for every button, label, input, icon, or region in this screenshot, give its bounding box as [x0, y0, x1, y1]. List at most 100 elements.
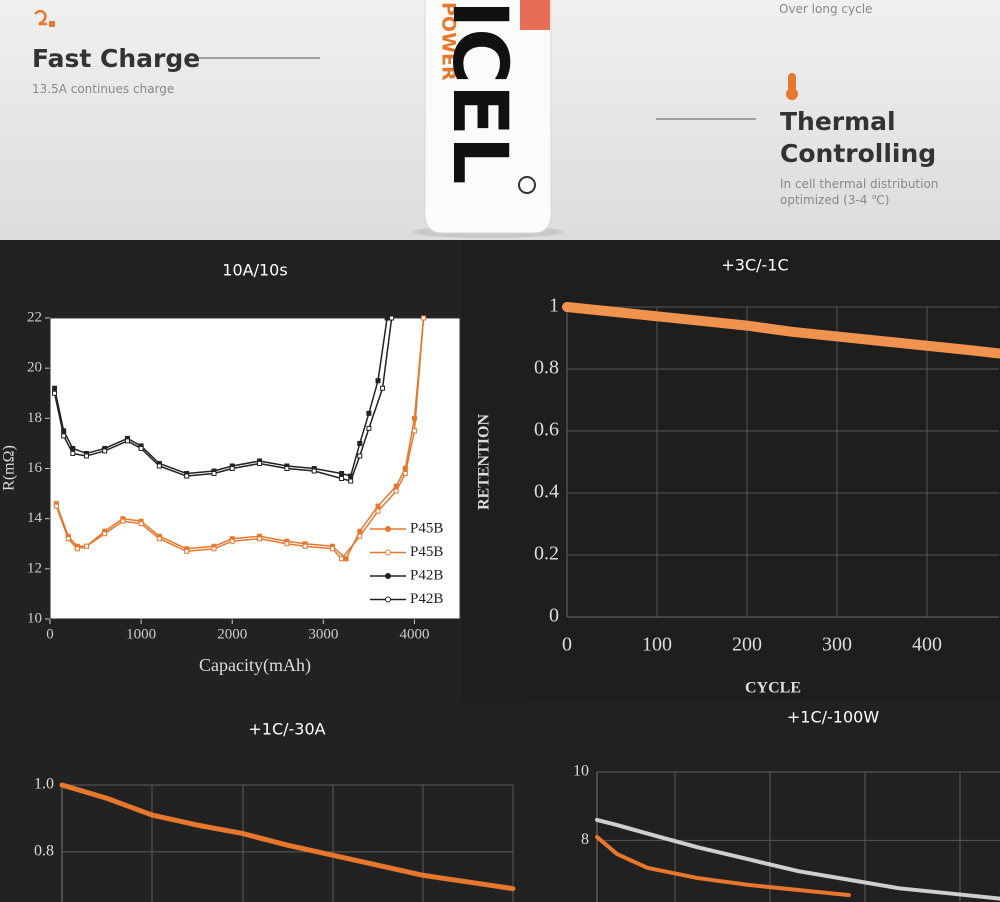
point	[229, 538, 235, 544]
legend-swatch	[385, 596, 391, 603]
y-tick-label: 0.8	[534, 357, 559, 379]
y-tick-label: 0	[549, 605, 559, 627]
point	[138, 445, 144, 451]
registered-mark	[518, 176, 536, 194]
x-tick-label: 400	[912, 634, 942, 656]
x-axis-label: CYCLE	[745, 680, 801, 697]
legend-label: P42B	[410, 567, 443, 583]
point	[311, 468, 317, 474]
point	[411, 415, 417, 421]
point	[52, 390, 58, 396]
cycle-note: Over long cycle	[779, 2, 873, 16]
feature-title: Thermal Controlling	[780, 107, 937, 168]
x-tick-label: 3000	[308, 626, 338, 642]
plot-area	[49, 317, 461, 620]
point	[329, 546, 335, 552]
point	[302, 543, 308, 549]
thermometer-icon	[786, 88, 798, 100]
x-tick-label: 0	[562, 634, 572, 656]
x-tick-label: 2000	[217, 626, 247, 642]
y-tick-label: 18	[27, 410, 42, 426]
point	[184, 548, 190, 554]
chart-title: 10A/10s	[222, 261, 287, 280]
point	[421, 315, 427, 321]
battery	[424, 0, 552, 234]
grid-decor	[151, 772, 961, 902]
point	[339, 471, 345, 477]
point	[339, 476, 345, 482]
point	[102, 531, 108, 537]
point	[343, 556, 349, 562]
point	[411, 428, 417, 434]
y-axis-label: R(mΩ)	[1, 445, 18, 491]
brand-sub: POWER	[438, 2, 460, 81]
y-tick-label: 20	[27, 360, 42, 376]
point	[257, 460, 263, 466]
point	[357, 453, 363, 459]
point	[83, 543, 89, 549]
y-tick-label: 16	[27, 460, 43, 476]
battery-accent	[520, 0, 550, 30]
banner-art: POWER ICEL	[34, 0, 798, 238]
x-tick-label: 0	[46, 626, 54, 642]
x-tick-label: 100	[642, 634, 672, 656]
legend-swatch	[385, 549, 391, 556]
feature-text: 13.5A continues charge	[32, 82, 175, 96]
y-tick-label: 1.0	[34, 776, 54, 793]
series-line	[53, 317, 388, 477]
chart-title: +3C/-1C	[721, 256, 788, 275]
point	[211, 546, 217, 552]
point	[339, 556, 345, 562]
legend-label: P45B	[410, 520, 443, 536]
plug-icon	[49, 21, 55, 27]
y-tick-label: 22	[27, 309, 42, 325]
panel	[0, 710, 532, 902]
x-tick-label: 200	[732, 634, 762, 656]
brand: ICEL	[436, 0, 525, 184]
point	[375, 378, 381, 384]
point	[348, 478, 354, 484]
x-tick-label: 1000	[126, 626, 156, 642]
x-tick-label: 300	[822, 634, 852, 656]
point	[357, 440, 363, 446]
point	[384, 315, 390, 321]
banner: POWER ICEL Over long cycle Fast Charge 1…	[0, 0, 1000, 240]
point	[184, 473, 190, 479]
point	[53, 503, 59, 509]
point	[284, 541, 290, 547]
point	[357, 533, 363, 539]
legend-label: P45B	[410, 544, 443, 560]
point	[393, 488, 399, 494]
point	[138, 521, 144, 527]
point	[284, 466, 290, 471]
point	[83, 453, 89, 459]
thermometer-icon	[788, 73, 796, 91]
x-tick-label: 4000	[399, 626, 429, 642]
point	[74, 546, 80, 552]
series-line	[595, 835, 851, 898]
legend-swatch	[385, 526, 391, 532]
chart-title: +1C/-30A	[248, 720, 325, 739]
y-tick-label: 0.2	[534, 543, 559, 565]
series-line	[562, 302, 1000, 359]
y-tick-label: 0.8	[34, 843, 54, 860]
point	[229, 466, 235, 471]
y-tick-label: 10	[573, 763, 589, 780]
panel	[532, 702, 1000, 902]
y-axis-label: RETENTION	[476, 414, 493, 510]
point	[156, 536, 162, 542]
point	[375, 508, 381, 514]
y-tick-label: 10	[27, 610, 42, 626]
point	[52, 385, 58, 391]
series-line	[59, 782, 516, 892]
point	[375, 503, 381, 509]
point	[102, 448, 108, 454]
point	[65, 536, 71, 542]
point	[257, 536, 263, 542]
point	[389, 315, 395, 321]
panel	[462, 240, 1000, 702]
chart-title: +1C/-100W	[787, 708, 879, 727]
legend-label: P42B	[410, 591, 443, 607]
